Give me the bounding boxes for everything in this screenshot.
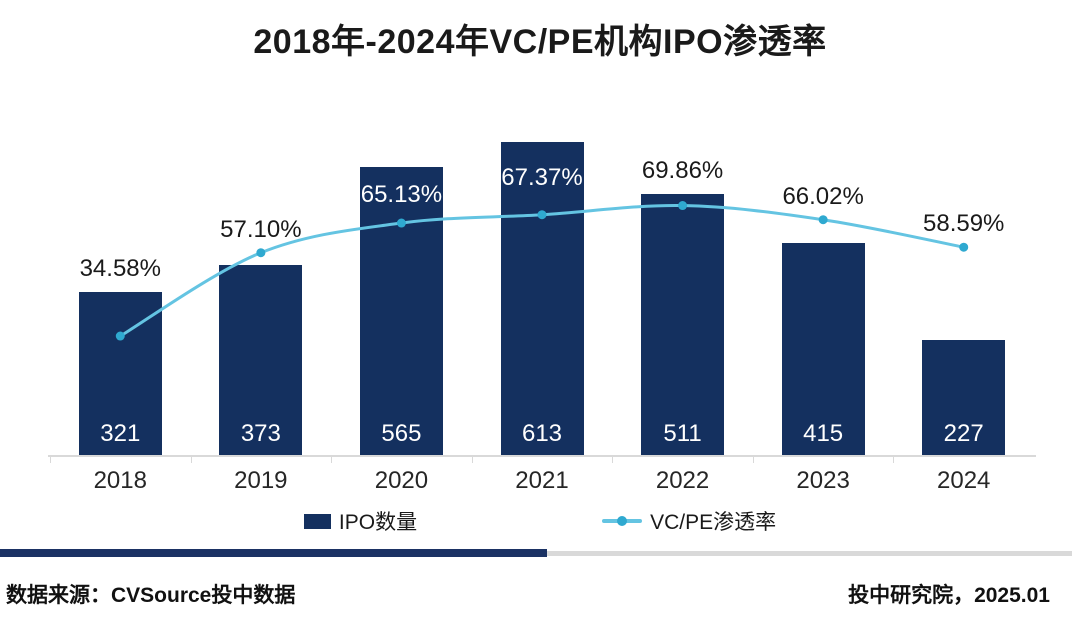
legend-label-ipo-count: IPO数量 [338,511,418,534]
x-axis-tick [471,456,473,463]
x-axis-label: 2023 [796,467,850,494]
bar-value-label: 373 [240,420,281,447]
data-source-note: 数据来源：CVSource投中数据 [6,584,296,607]
bar-value-label: 321 [100,420,141,447]
legend-item-ipo-count: IPO数量 [303,506,418,536]
x-axis-label: 2022 [655,467,710,494]
x-axis-tick [612,456,614,463]
x-axis-tick [893,456,895,463]
x-axis-tick [752,456,754,463]
pct-label: 67.37% [501,164,583,192]
x-axis-label: 2020 [374,467,429,494]
footer-divider-navy [0,549,547,557]
chart-title: 2018年-2024年VC/PE机构IPO渗透率 [253,23,827,61]
bar-2024 [922,339,1006,456]
x-axis-label: 2019 [234,467,288,494]
x-axis-tick [190,456,192,463]
x-axis-tick [50,456,51,463]
line-point-marker [959,242,969,252]
bar-swatch-icon [303,513,331,529]
line-point-marker [818,215,828,225]
x-axis-label: 2021 [515,467,569,494]
line-point-marker [256,248,266,258]
x-axis-label: 2024 [937,467,991,494]
bar-2022 [641,194,725,456]
line-marker-dot-icon [617,516,628,526]
bar-2020 [359,166,443,456]
pct-label: 58.59% [923,210,1005,238]
pct-label: 65.13% [360,180,443,208]
footer-divider-gray [547,551,1072,556]
bar-value-label: 511 [663,420,702,447]
bar-value-label: 613 [521,420,563,447]
x-axis-tick [331,456,333,463]
pct-label: 34.58% [79,254,161,282]
pct-label: 66.02% [782,182,864,210]
pct-label: 57.10% [220,215,302,243]
legend-label-penetration: VC/PE渗透率 [650,511,777,534]
bar-value-label: 565 [381,420,422,447]
legend: IPO数量 VC/PE渗透率 [0,506,1080,536]
legend-item-penetration: VC/PE渗透率 [602,506,776,536]
bar-value-label: 415 [803,420,844,447]
pct-label: 69.86% [641,157,724,185]
bar-value-label: 227 [943,420,984,447]
x-axis-line [48,455,1036,457]
x-axis-label: 2018 [93,467,147,494]
publisher-note: 投中研究院，2025.01 [848,584,1050,607]
line-marker-icon [602,516,643,526]
